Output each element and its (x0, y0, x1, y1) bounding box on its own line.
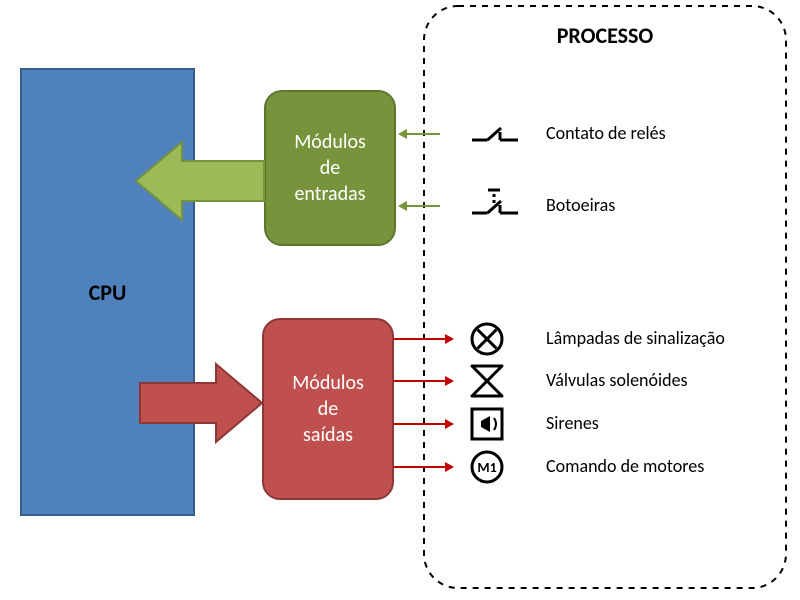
svg-text:M1: M1 (477, 459, 496, 476)
lamp-icon (470, 322, 504, 356)
outputs-module-label-line: Módulos (292, 370, 364, 396)
cpu-block: CPU (20, 68, 195, 516)
inputs-module: Módulosdeentradas (264, 90, 396, 246)
process-title: PROCESSO (422, 22, 788, 49)
outputs-module: Módulosdesaídas (262, 318, 394, 500)
inputs-module-label-line: entradas (294, 181, 365, 207)
inputs-module-label-line: de (320, 155, 340, 181)
input-item-label: Botoeiras (546, 194, 615, 216)
output-item-label: Sirenes (546, 412, 599, 434)
input-item-label: Contato de relés (546, 122, 666, 144)
siren-icon (470, 407, 504, 441)
relay-icon (470, 117, 520, 151)
output-item-label: Válvulas solenóides (546, 369, 688, 391)
outputs-module-label-line: de (318, 396, 338, 422)
inputs-module-label-line: Módulos (294, 129, 366, 155)
valve-icon (470, 364, 504, 398)
motor-icon: M1 (470, 450, 504, 484)
outputs-module-label-line: saídas (303, 422, 353, 448)
process-box (422, 4, 788, 590)
output-item-label: Lâmpadas de sinalização (546, 327, 725, 349)
pushbutton-icon (470, 186, 520, 226)
output-item-label: Comando de motores (546, 455, 704, 477)
